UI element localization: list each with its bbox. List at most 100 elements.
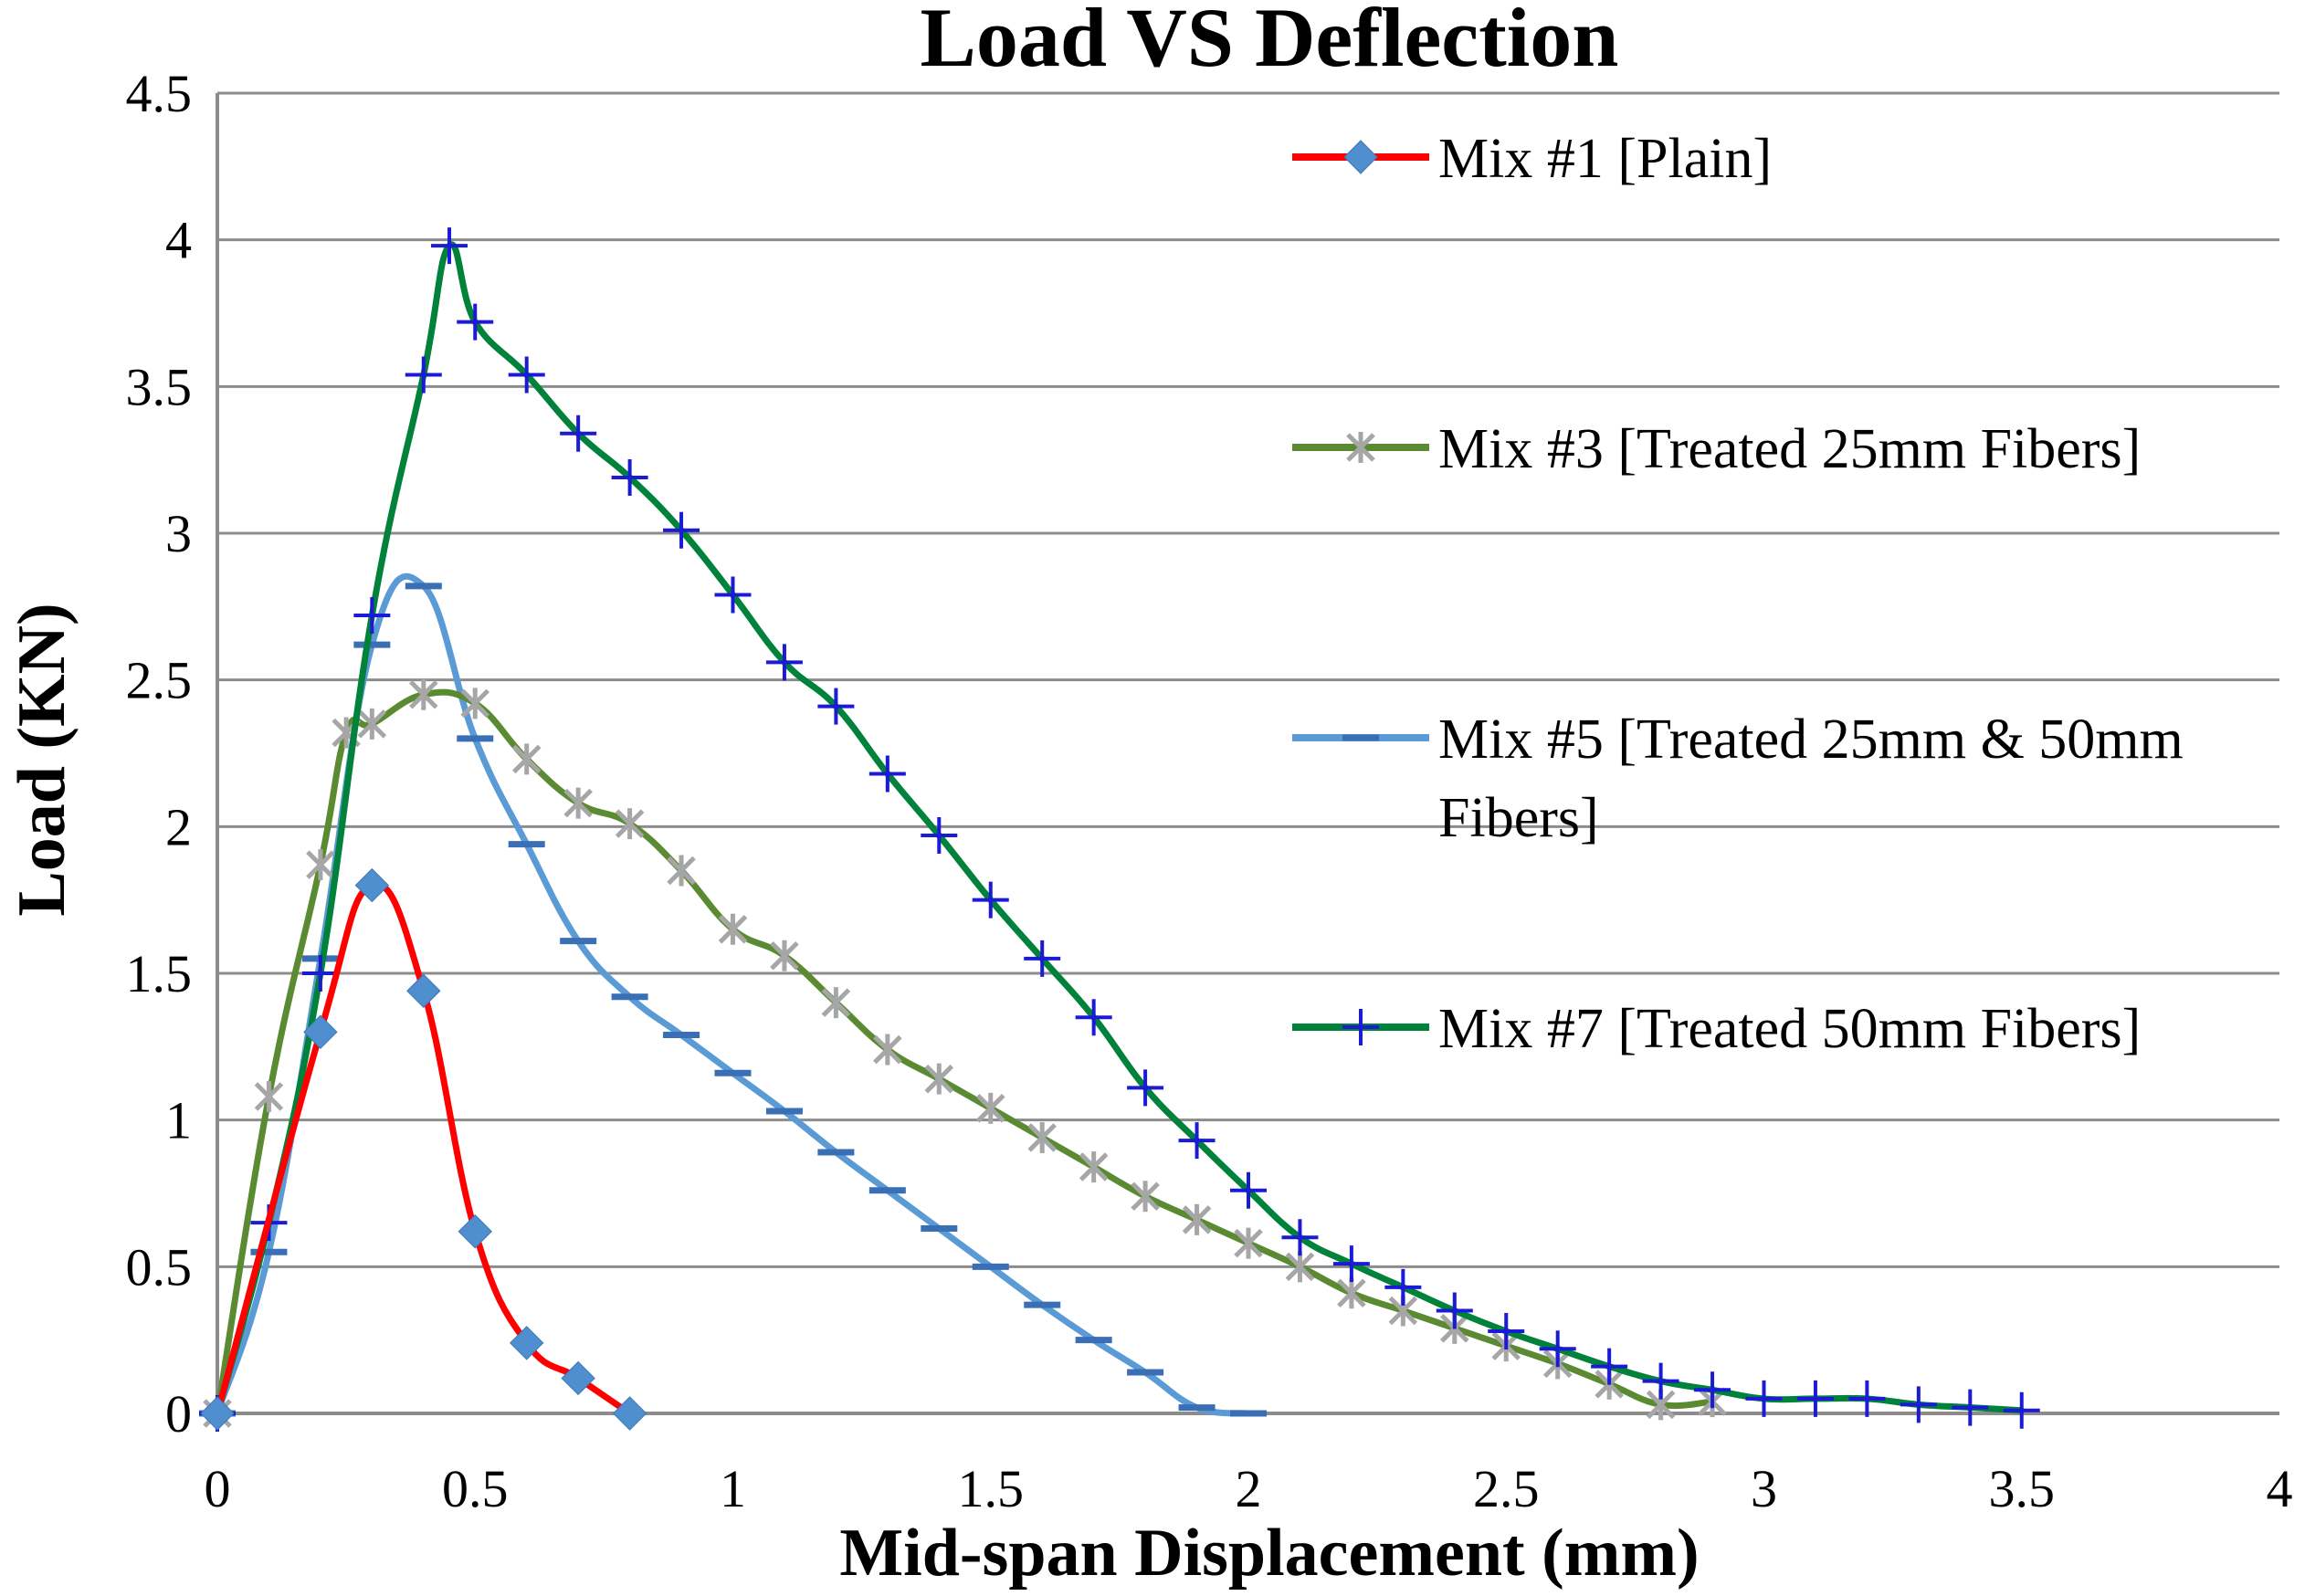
- legend-item: Mix #1 [Plain]: [1292, 128, 1772, 190]
- data-point-marker: [1024, 940, 1061, 977]
- data-point-marker: [357, 708, 387, 740]
- data-point-marker: [663, 511, 700, 549]
- data-point-marker: [1182, 1203, 1212, 1235]
- chart-title: Load VS Deflection: [921, 0, 1619, 84]
- data-point-marker: [457, 303, 494, 341]
- x-axis-title: Mid-span Displacement (mm): [839, 1516, 1699, 1591]
- y-tick-label: 1: [165, 1091, 192, 1150]
- data-point-marker: [511, 743, 542, 775]
- data-point-marker: [354, 867, 390, 903]
- series-line: [214, 881, 634, 1417]
- data-point-marker: [563, 787, 593, 819]
- legend: Mix #1 [Plain] Mix #3 [Treated 25mm Fiber…: [1292, 128, 2184, 1060]
- y-tick-label: 2.5: [126, 651, 193, 710]
- data-point-marker: [1848, 1380, 1886, 1417]
- data-point-marker: [406, 973, 441, 1008]
- data-point-marker: [1230, 1171, 1267, 1209]
- data-point-marker: [821, 987, 851, 1019]
- y-tick-labels: 0 0.5 1 1.5 2 2.5 3 3.5 4 4.5: [126, 64, 193, 1444]
- data-point-marker: [1127, 1069, 1164, 1107]
- data-point-marker: [868, 755, 906, 793]
- data-point-marker: [1591, 1348, 1628, 1385]
- data-point-marker: [560, 415, 597, 452]
- legend-label-line: Fibers]: [1438, 787, 1599, 849]
- data-point-marker: [509, 1326, 544, 1360]
- y-tick-label: 3: [165, 504, 192, 563]
- data-point-marker: [1694, 1371, 1731, 1409]
- data-point-marker: [972, 881, 1009, 919]
- data-point-marker: [1178, 1122, 1216, 1160]
- x-tick-label: 2.5: [1473, 1459, 1540, 1518]
- y-tick-label: 3.5: [126, 357, 193, 416]
- data-point-marker: [1337, 1277, 1366, 1309]
- x-tick-label: 0.5: [442, 1459, 509, 1518]
- data-point-marker: [1346, 432, 1375, 463]
- data-point-marker: [975, 1092, 1005, 1124]
- data-point-marker: [1952, 1389, 1989, 1426]
- data-point-marker: [667, 855, 696, 887]
- legend-label: Mix #3 [Treated 25mm Fibers]: [1438, 418, 2141, 480]
- data-point-marker: [303, 1014, 338, 1049]
- series-line: [214, 241, 2026, 1417]
- data-point-marker: [2003, 1391, 2040, 1429]
- x-tick-label: 3.5: [1989, 1459, 2056, 1518]
- legend-label: Mix #7 [Treated 50mm Fibers]: [1438, 998, 2141, 1060]
- data-point-marker: [921, 816, 958, 854]
- series-group: [199, 227, 2040, 1432]
- data-point-marker: [1075, 999, 1112, 1036]
- data-point-marker: [612, 1396, 647, 1431]
- y-tick-label: 4: [165, 211, 192, 270]
- data-point-marker: [611, 458, 648, 496]
- data-point-marker: [254, 1080, 284, 1112]
- series-1: [200, 867, 647, 1431]
- data-point-marker: [458, 1214, 492, 1249]
- data-point-marker: [508, 356, 545, 394]
- data-point-marker: [405, 356, 442, 394]
- y-tick-label: 1.5: [126, 944, 193, 1003]
- series-line: [214, 572, 1252, 1417]
- legend-item: Mix #7 [Treated 50mm Fibers]: [1292, 998, 2141, 1060]
- data-point-marker: [200, 1396, 235, 1431]
- data-point-marker: [409, 678, 438, 710]
- data-point-marker: [301, 955, 339, 992]
- x-tick-labels: 0 0.5 1 1.5 2 2.5 3 3.5 4: [205, 1459, 2293, 1518]
- data-point-marker: [718, 913, 748, 945]
- data-point-marker: [1332, 1245, 1370, 1283]
- y-tick-label: 0: [165, 1384, 192, 1444]
- data-point-marker: [770, 940, 799, 971]
- data-point-marker: [1281, 1219, 1319, 1256]
- legend-label-line: Mix #5 [Treated 25mm & 50mm: [1438, 709, 2184, 771]
- data-point-marker: [1343, 140, 1378, 174]
- y-tick-label: 2: [165, 797, 192, 856]
- legend-label: Mix #1 [Plain]: [1438, 128, 1772, 190]
- data-point-marker: [1488, 1313, 1525, 1350]
- data-point-marker: [1436, 1292, 1473, 1329]
- data-point-marker: [615, 808, 645, 840]
- x-tick-label: 3: [1751, 1459, 1777, 1518]
- y-tick-label: 0.5: [126, 1237, 193, 1297]
- data-point-marker: [714, 576, 752, 614]
- data-point-marker: [1285, 1251, 1315, 1283]
- data-point-marker: [817, 688, 855, 725]
- data-point-marker: [431, 227, 468, 265]
- data-point-marker: [873, 1034, 902, 1066]
- legend-label: Mix #5 [Treated 25mm & 50mm Fibers]: [1438, 709, 2184, 849]
- series-line: [214, 688, 1716, 1417]
- series-4: [199, 227, 2040, 1432]
- data-point-marker: [1796, 1380, 1834, 1417]
- data-point-marker: [924, 1063, 954, 1095]
- data-point-marker: [353, 596, 391, 634]
- x-tick-label: 4: [2267, 1459, 2293, 1518]
- x-tick-label: 1.5: [958, 1459, 1025, 1518]
- data-point-marker: [1745, 1380, 1783, 1417]
- x-tick-label: 2: [1236, 1459, 1262, 1518]
- x-tick-label: 1: [720, 1459, 746, 1518]
- data-point-marker: [1539, 1330, 1576, 1368]
- data-point-marker: [1642, 1362, 1679, 1400]
- data-point-marker: [1342, 1009, 1379, 1045]
- data-point-marker: [306, 849, 335, 881]
- y-axis-title: Load (KN): [5, 603, 79, 916]
- data-point-marker: [1027, 1121, 1057, 1153]
- data-point-marker: [765, 644, 803, 681]
